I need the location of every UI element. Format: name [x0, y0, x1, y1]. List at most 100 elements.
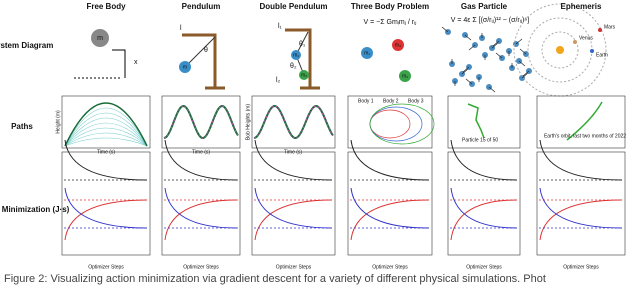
- curve: [64, 139, 148, 181]
- curve: [64, 122, 148, 147]
- annotation: Particle 15 of 50: [462, 137, 498, 143]
- plot-frame: [161, 95, 241, 149]
- curve: [450, 139, 518, 181]
- velocity-arrow: [461, 68, 469, 75]
- sun: [556, 46, 564, 54]
- curve: [163, 105, 239, 139]
- legend-entry: Body 2: [383, 98, 399, 104]
- legend-entry: Body 3: [408, 98, 424, 104]
- curve: [64, 102, 148, 147]
- bob: [299, 70, 309, 80]
- curve: [539, 187, 623, 229]
- column-title: Double Pendulum: [260, 2, 328, 11]
- curve: [566, 101, 603, 141]
- diagram-label: m: [97, 35, 103, 42]
- row-label: Action Minimization (J·s): [0, 205, 70, 214]
- column-title: Pendulum: [182, 2, 221, 11]
- bob: [179, 61, 191, 73]
- curve: [164, 187, 238, 229]
- diagram-label: m₂: [402, 73, 408, 79]
- curve: [64, 137, 148, 147]
- diagram-label: l: [180, 25, 182, 32]
- row-label: System Diagram: [0, 41, 53, 50]
- velocity-arrow: [522, 70, 530, 77]
- body: [361, 47, 373, 59]
- plot-frame: [61, 151, 151, 256]
- x-axis-label: Optimizer Steps: [276, 264, 312, 270]
- figure-body: System Diagram Paths Action Minimization…: [0, 2, 626, 285]
- curve: [450, 187, 518, 229]
- formula: V = −Σ Gmᵢmⱼ / rᵢⱼ: [364, 19, 417, 26]
- diagram-label: θ₂: [290, 63, 297, 70]
- curve: [350, 139, 430, 181]
- curve: [254, 187, 333, 229]
- plot-frame: [447, 95, 521, 149]
- planet: [573, 40, 577, 44]
- curve: [163, 104, 239, 139]
- column-title: Gas Particle: [461, 2, 508, 11]
- x-axis-label: Optimizer Steps: [466, 264, 502, 270]
- diagram-label: θ: [204, 47, 208, 54]
- y-axis-label: Bob Heights (m): [245, 104, 251, 140]
- curve: [64, 132, 148, 147]
- velocity-arrow: [495, 52, 503, 59]
- stand: [285, 28, 320, 90]
- legend-entry: Body 1: [358, 98, 374, 104]
- diagram-label: x: [134, 59, 138, 66]
- plot-frame: [347, 151, 433, 256]
- diagram-label: Venus: [579, 35, 593, 41]
- caption: Figure 2: Visualizing action minimizatio…: [4, 273, 546, 285]
- velocity-arrow: [441, 26, 449, 33]
- diagram-label: l₂: [276, 77, 281, 84]
- curve: [253, 105, 334, 139]
- orbit: [369, 106, 423, 142]
- plot-frame: [447, 151, 521, 256]
- body: [399, 70, 411, 82]
- column-title: Ephemeris: [561, 2, 602, 11]
- curve: [254, 139, 333, 181]
- diagram-label: m₂: [301, 72, 307, 78]
- plot-frame: [347, 95, 433, 149]
- diagram-label: Earth: [596, 52, 608, 58]
- plot-frame: [251, 95, 336, 149]
- curve: [64, 112, 148, 147]
- velocity-arrow: [492, 40, 500, 47]
- curve: [539, 199, 623, 241]
- formula: V = 4ε Σ [(σ/rᵢⱼ)¹² − (σ/rᵢⱼ)⁶]: [451, 17, 530, 24]
- curve: [64, 117, 148, 147]
- velocity-arrow: [518, 60, 526, 67]
- x-axis-label: Optimizer Steps: [372, 264, 408, 270]
- diagram-label: m₁: [364, 50, 370, 56]
- column-title: Three Body Problem: [351, 2, 429, 11]
- row-label: Paths: [11, 122, 33, 131]
- velocity-arrow: [464, 34, 472, 41]
- plot-frame: [61, 95, 151, 149]
- diagram-label: l₁: [278, 23, 283, 30]
- velocity-arrow: [519, 48, 527, 55]
- y-axis-label: Height (m): [55, 110, 61, 134]
- mass: [91, 29, 109, 47]
- curve: [64, 127, 148, 147]
- rod: [186, 36, 216, 66]
- x-axis-label: Time (s): [97, 149, 115, 155]
- column-title: Free Body: [86, 2, 126, 11]
- curve: [350, 187, 430, 229]
- x-axis-label: Time (s): [284, 149, 302, 155]
- curve: [64, 199, 148, 241]
- bob: [291, 50, 301, 60]
- x-axis-label: Time (s): [192, 149, 210, 155]
- curve: [164, 139, 238, 181]
- curve: [64, 187, 148, 229]
- plot-frame: [536, 151, 626, 256]
- x-axis-label: Optimizer Steps: [563, 264, 599, 270]
- curve: [539, 139, 623, 181]
- velocity-arrow: [465, 78, 473, 85]
- body: [392, 39, 404, 51]
- planet: [590, 49, 594, 53]
- diagram-label: m₁: [293, 52, 299, 58]
- velocity-arrow: [488, 86, 496, 93]
- plot-frame: [251, 151, 336, 256]
- velocity-arrow: [515, 38, 523, 45]
